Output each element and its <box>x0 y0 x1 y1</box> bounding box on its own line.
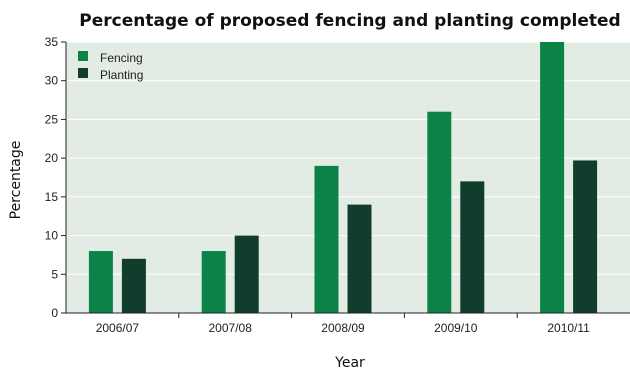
y-tick-label: 10 <box>45 229 59 243</box>
y-tick-label: 20 <box>45 151 59 165</box>
x-tick-label: 2009/10 <box>434 321 478 335</box>
y-tick-label: 25 <box>45 112 59 126</box>
chart-title: Percentage of proposed fencing and plant… <box>79 11 620 31</box>
y-tick-label: 30 <box>45 74 59 88</box>
y-tick-label: 35 <box>45 35 59 49</box>
bars <box>88 42 598 313</box>
bar-fencing-2006-07 <box>88 251 113 313</box>
bar-planting-2006-07 <box>121 258 146 313</box>
legend-swatch-fencing <box>78 51 88 61</box>
legend-label-fencing: Fencing <box>100 51 143 65</box>
y-axis-label: Percentage <box>8 141 24 220</box>
bar-planting-2008-09 <box>347 204 372 313</box>
bar-planting-2009-10 <box>460 181 485 313</box>
x-tick-label: 2006/07 <box>96 321 140 335</box>
bar-fencing-2009-10 <box>427 111 452 313</box>
x-tick-label: 2007/08 <box>209 321 253 335</box>
y-tick-labels: 0 5 10 15 20 25 30 35 <box>45 35 59 320</box>
bar-fencing-2007-08 <box>201 251 226 313</box>
y-tick-label: 0 <box>51 306 58 320</box>
bar-fencing-2008-09 <box>314 165 339 313</box>
bar-fencing-2010-11 <box>540 42 565 313</box>
y-tick-label: 5 <box>51 267 58 281</box>
bar-planting-2010-11 <box>573 160 598 313</box>
legend: Fencing Planting <box>78 51 143 82</box>
x-tick-label: 2010/11 <box>547 321 590 335</box>
x-tick-labels: 2006/07 2007/08 2008/09 2009/10 2010/11 <box>96 321 590 335</box>
axes <box>61 41 630 318</box>
y-tick-label: 15 <box>45 190 59 204</box>
legend-swatch-planting <box>78 68 88 78</box>
x-tick-label: 2008/09 <box>321 321 365 335</box>
bar-planting-2007-08 <box>234 235 259 313</box>
x-axis-label: Year <box>334 355 365 369</box>
legend-label-planting: Planting <box>100 68 143 82</box>
